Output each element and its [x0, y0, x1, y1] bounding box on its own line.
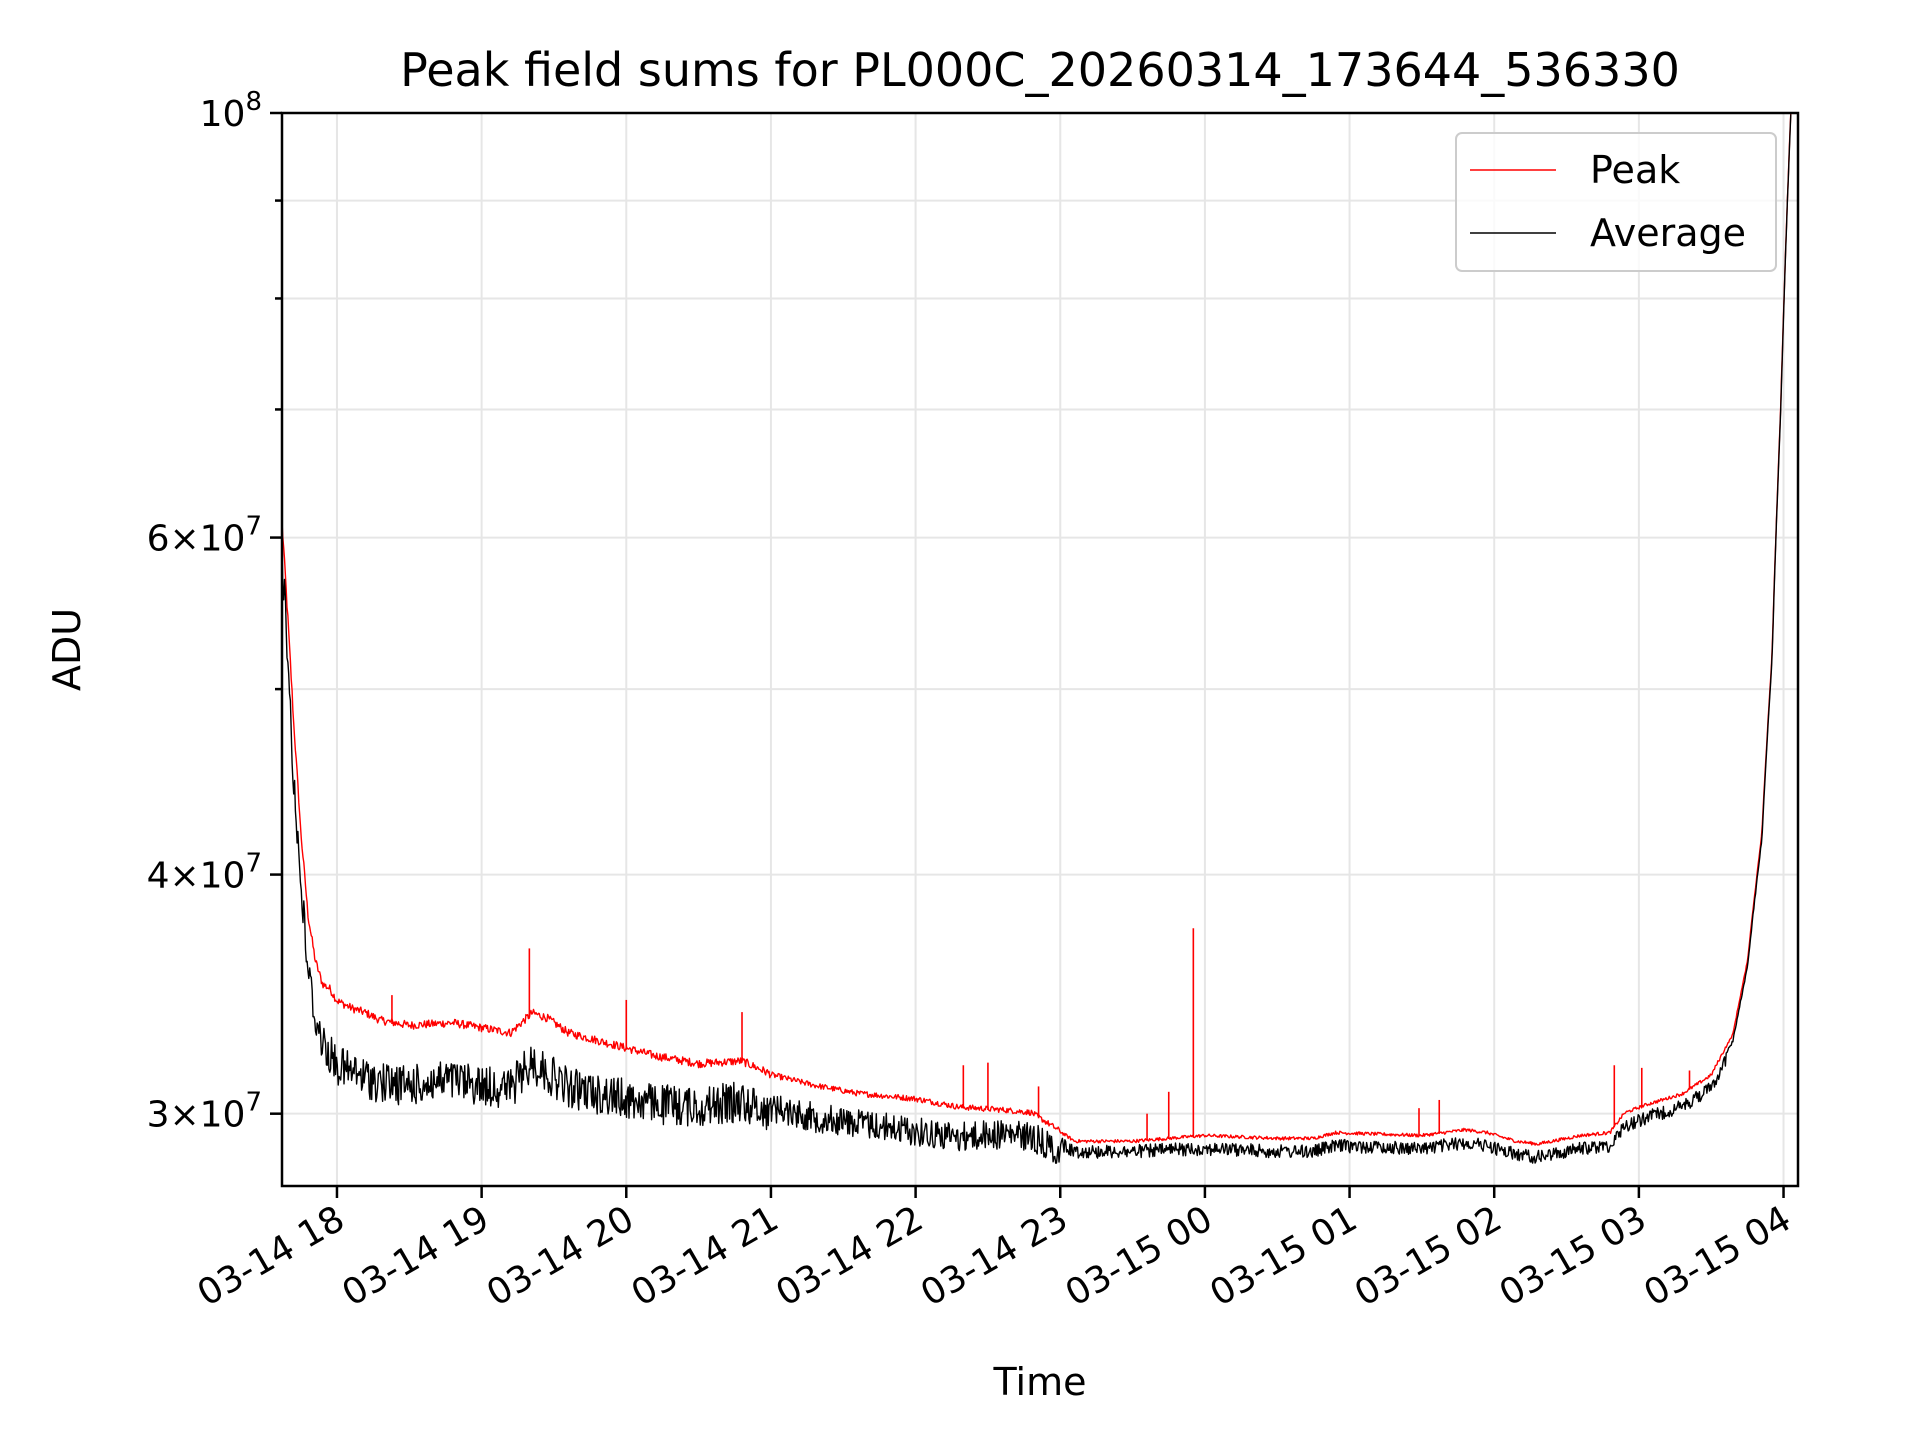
series-layer: [281, 112, 1792, 1164]
y-tick-label: 6×107: [147, 512, 262, 560]
legend-label-average: Average: [1590, 211, 1746, 255]
y-axis-label: ADU: [45, 608, 89, 691]
plot-frame: [280, 111, 1800, 1188]
legend-label-peak: Peak: [1590, 148, 1680, 192]
series-line-peak: [281, 112, 1792, 1146]
x-axis-label: Time: [993, 1360, 1087, 1404]
legend-box: [1455, 132, 1777, 272]
legend: Peak Average: [1455, 132, 1777, 272]
chart-title: Peak field sums for PL000C_20260314_1736…: [400, 43, 1680, 97]
y-tick-label: 3×107: [147, 1088, 262, 1136]
y-tick-label: 4×107: [147, 849, 262, 897]
y-tick-label: 108: [200, 87, 262, 135]
series-line-average: [281, 114, 1792, 1164]
